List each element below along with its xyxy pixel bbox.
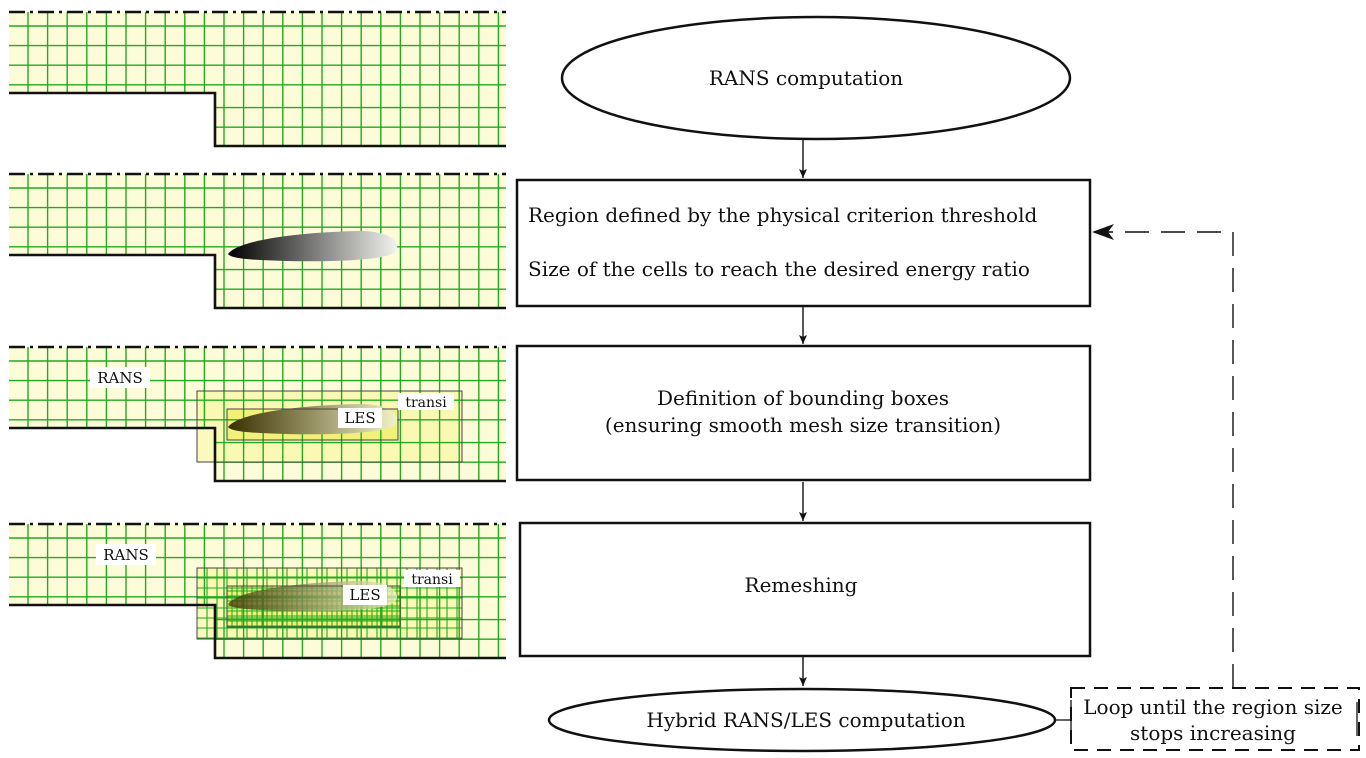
feedback-loop-line: [1098, 231, 1234, 688]
mesh-grid: [9, 12, 506, 146]
transition-box: [196, 567, 463, 640]
rans-computation-node: [560, 15, 1072, 141]
fluid-domain: [9, 174, 506, 308]
flowchart: RANS computation Region defined by the p…: [515, 15, 1360, 753]
fluid-domain: [9, 12, 506, 146]
wall-line: [9, 426, 506, 483]
feedback-arrow-head: [1092, 224, 1114, 240]
les-label-bg: [338, 408, 382, 428]
mesh-panel: RANS transi LES: [9, 522, 506, 660]
les-region-label: LES: [349, 586, 380, 604]
bounding-boxes-line-2: (ensuring smooth mesh size transition): [605, 413, 1001, 437]
les-label-bg: [343, 585, 387, 605]
wall-line: [9, 91, 506, 148]
transi-label-bg: [398, 393, 454, 410]
transition-region-label: transi: [405, 395, 447, 411]
bounding-boxes-line-1: Definition of bounding boxes: [657, 386, 949, 410]
remeshing-label: Remeshing: [745, 573, 858, 597]
rans-region-label: RANS: [103, 546, 149, 564]
region-definition-line-1: Region defined by the physical criterion…: [528, 203, 1037, 227]
rans-region-label: RANS: [97, 369, 143, 387]
les-box: [226, 408, 399, 441]
hybrid-computation-node: [547, 687, 1057, 753]
rans-computation-label: RANS computation: [709, 66, 903, 90]
region-definition-node: [515, 178, 1092, 308]
wall-line: [9, 603, 506, 660]
transi-label-bg: [404, 570, 460, 587]
mesh-panel: [9, 10, 506, 148]
mesh-panel: [9, 172, 506, 310]
bounding-boxes-node: [515, 344, 1092, 482]
shear-layer-region: [228, 231, 398, 262]
remeshing-node: [518, 521, 1092, 658]
mesh-illustrations: RANS transi LES RANS transi LES: [9, 10, 506, 660]
les-box: [226, 585, 401, 628]
wall-line: [9, 253, 506, 310]
transition-region-label: transi: [411, 572, 453, 588]
rans-label-bg: [90, 367, 150, 388]
loop-note-line-2: stops increasing: [1130, 721, 1296, 745]
les-region-label: LES: [344, 409, 375, 427]
mesh-panel: RANS transi LES: [9, 345, 506, 483]
hybrid-computation-label: Hybrid RANS/LES computation: [646, 708, 965, 732]
rans-label-bg: [96, 544, 156, 565]
region-definition-line-2: Size of the cells to reach the desired e…: [528, 257, 1030, 281]
loop-note-line-1: Loop until the region size: [1083, 695, 1343, 719]
loop-note-box: [1070, 687, 1360, 751]
transition-box: [196, 390, 463, 463]
